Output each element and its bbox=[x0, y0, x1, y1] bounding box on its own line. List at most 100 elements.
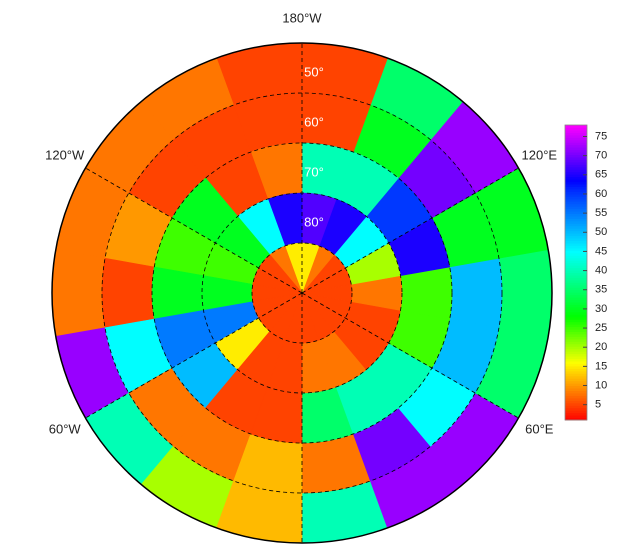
colorbar-swatch bbox=[565, 161, 587, 165]
colorbar-swatch bbox=[565, 252, 587, 256]
colorbar-swatch bbox=[565, 375, 587, 379]
colorbar-swatch bbox=[565, 169, 587, 173]
colorbar-swatch bbox=[565, 174, 587, 178]
colorbar-swatch bbox=[565, 277, 587, 281]
colorbar-swatch bbox=[565, 225, 587, 229]
colorbar-swatch bbox=[565, 282, 587, 286]
colorbar-swatch bbox=[565, 127, 587, 131]
colorbar-swatch bbox=[565, 343, 587, 347]
colorbar-swatch bbox=[565, 410, 587, 414]
graticule bbox=[85, 43, 519, 543]
colorbar-swatch bbox=[565, 196, 587, 200]
colorbar-swatch bbox=[565, 336, 587, 340]
colorbar-tick-label: 5 bbox=[595, 399, 601, 411]
colorbar-tick-label: 65 bbox=[595, 169, 607, 181]
latitude-label: 50° bbox=[304, 64, 324, 79]
colorbar-swatch bbox=[565, 134, 587, 138]
colorbar-swatch bbox=[565, 292, 587, 296]
latitude-line bbox=[151, 142, 453, 444]
colorbar-swatch bbox=[565, 373, 587, 377]
colorbar-swatch bbox=[565, 299, 587, 303]
colorbar-swatch bbox=[565, 147, 587, 151]
colorbar-swatch bbox=[565, 132, 587, 136]
colorbar-swatch bbox=[565, 341, 587, 345]
colorbar-swatch bbox=[565, 279, 587, 283]
colorbar-swatch bbox=[565, 240, 587, 244]
colorbar-swatch bbox=[565, 402, 587, 406]
colorbar-swatch bbox=[565, 235, 587, 239]
colorbar-swatch bbox=[565, 154, 587, 158]
colorbar-swatch bbox=[565, 392, 587, 396]
colorbar-swatch bbox=[565, 166, 587, 170]
colorbar-swatch bbox=[565, 370, 587, 374]
colorbar-swatch bbox=[565, 159, 587, 163]
colorbar-swatch bbox=[565, 415, 587, 419]
colorbar-swatch bbox=[565, 385, 587, 389]
colorbar-swatch bbox=[565, 383, 587, 387]
colorbar-swatch bbox=[565, 333, 587, 337]
colorbar-tick-label: 60 bbox=[595, 188, 607, 200]
latitude-label: 70° bbox=[304, 164, 324, 179]
colorbar-swatch bbox=[565, 390, 587, 394]
colorbar-swatch bbox=[565, 198, 587, 202]
longitude-label: 180°W bbox=[282, 10, 322, 25]
colorbar-swatch bbox=[565, 186, 587, 190]
colorbar-swatch bbox=[565, 363, 587, 367]
colorbar-tick-label: 25 bbox=[595, 322, 607, 334]
colorbar-swatch bbox=[565, 302, 587, 305]
colorbar-swatch bbox=[565, 142, 587, 146]
colorbar-swatch bbox=[565, 351, 587, 355]
latitude-label: 80° bbox=[304, 214, 324, 229]
colorbar-swatch bbox=[565, 380, 587, 384]
colorbar-tick-label: 55 bbox=[595, 207, 607, 219]
colorbar-swatch bbox=[565, 179, 587, 183]
colorbar-swatch bbox=[565, 356, 587, 360]
cell bbox=[51, 249, 106, 337]
colorbar-swatch bbox=[565, 262, 587, 266]
colorbar-tick-label: 10 bbox=[595, 379, 607, 391]
colorbar-border bbox=[564, 124, 588, 421]
colorbar-tick-label: 50 bbox=[595, 226, 607, 238]
colorbar-swatch bbox=[565, 243, 587, 246]
colorbar-swatch bbox=[565, 267, 587, 271]
colorbar-swatch bbox=[565, 230, 587, 234]
latitude-label: 60° bbox=[304, 114, 324, 129]
colorbar-swatch bbox=[565, 309, 587, 313]
colorbar-tick-label: 30 bbox=[595, 303, 607, 315]
longitude-label: 120°E bbox=[522, 147, 558, 162]
colorbar-swatch bbox=[565, 181, 587, 185]
colorbar-tick-label: 20 bbox=[595, 341, 607, 353]
colorbar-swatch bbox=[565, 164, 587, 168]
colorbar-swatch bbox=[565, 260, 587, 264]
colorbar-swatch bbox=[565, 348, 587, 352]
colorbar-swatch bbox=[565, 184, 587, 187]
colorbar-swatch bbox=[565, 326, 587, 330]
colorbar-swatch bbox=[565, 191, 587, 195]
colorbar: 5 10 15 20 25 30 35 40 45 50 55 60 65 70 75 bbox=[564, 124, 607, 421]
colorbar-swatch bbox=[565, 297, 587, 301]
colorbar-tick-label: 45 bbox=[595, 245, 607, 257]
colorbar-swatch bbox=[565, 255, 587, 259]
colorbar-swatch bbox=[565, 149, 587, 153]
colorbar-swatch bbox=[565, 257, 587, 261]
colorbar-swatch bbox=[565, 417, 587, 421]
colorbar-swatch bbox=[565, 215, 587, 219]
colorbar-swatch bbox=[565, 311, 587, 315]
colorbar-swatch bbox=[565, 324, 587, 328]
cell bbox=[151, 266, 204, 320]
colorbar-swatch bbox=[565, 378, 587, 382]
colorbar-swatch bbox=[565, 265, 587, 269]
colorbar-tick-label: 40 bbox=[595, 264, 607, 276]
colorbar-swatch bbox=[565, 144, 587, 148]
colorbar-swatch bbox=[565, 201, 587, 205]
colorbar-swatch bbox=[565, 211, 587, 214]
colorbar-tick-label: 70 bbox=[595, 150, 607, 162]
colorbar-swatch bbox=[565, 400, 587, 404]
colorbar-swatch bbox=[565, 208, 587, 212]
colorbar-swatch bbox=[565, 316, 587, 320]
longitude-label: 60°W bbox=[49, 421, 82, 436]
colorbar-swatch bbox=[565, 245, 587, 249]
cell bbox=[449, 257, 503, 329]
